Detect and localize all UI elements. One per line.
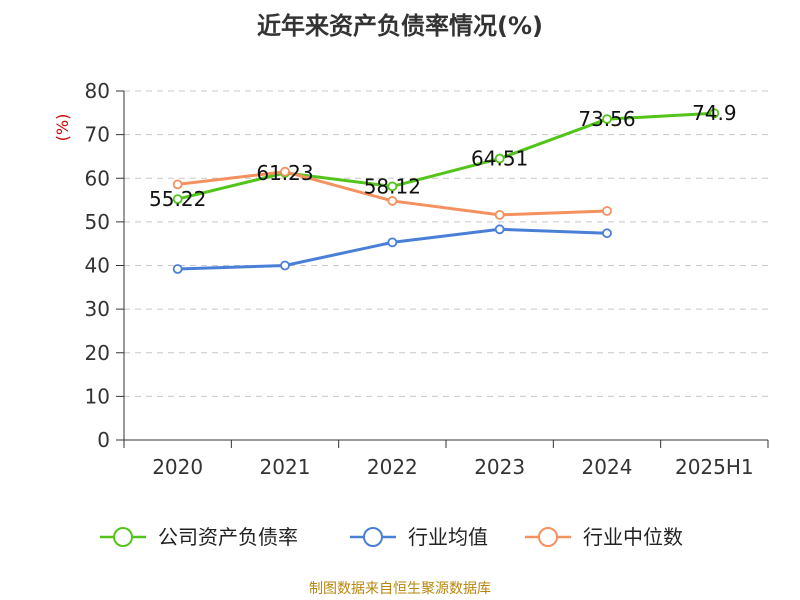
y-tick-label: 60: [85, 166, 110, 190]
y-tick-label: 0: [97, 428, 110, 452]
data-point: [602, 228, 612, 239]
data-point: [387, 181, 398, 192]
data-point: [494, 209, 505, 220]
data-point: [494, 224, 505, 235]
chart-title: 近年来资产负债率情况(%): [257, 12, 543, 40]
series-points: [172, 108, 720, 274]
data-label: 64.51: [471, 147, 528, 171]
y-tick-label: 10: [85, 384, 110, 408]
data-label: 73.56: [578, 107, 635, 131]
x-tick-label: 2020: [152, 455, 203, 479]
legend-label: 行业均值: [408, 525, 488, 549]
data-point: [172, 179, 183, 190]
x-tick-label: 2021: [260, 455, 311, 479]
series-lines: [177, 111, 715, 271]
legend-marker: [363, 527, 383, 547]
y-tick-label: 80: [85, 79, 110, 103]
source-footer: 制图数据来自恒生聚源数据库: [309, 581, 491, 597]
y-tick-label: 50: [85, 210, 110, 234]
data-label: 61.23: [256, 161, 313, 185]
data-labels: 55.22 61.23 58.12 64.51 73.56 74.9: [149, 101, 737, 211]
y-tick-label: 40: [85, 254, 110, 278]
legend-label: 公司资产负债率: [158, 525, 298, 549]
data-label: 55.22: [149, 187, 206, 211]
x-tick-label: 2025H1: [675, 455, 754, 479]
axes: 0 10 20 30 40 50 60 70 80 (%) 2020 2021 2022 2023 2024…: [53, 79, 769, 479]
grid-lines: [124, 90, 768, 397]
legend-marker: [113, 527, 133, 547]
data-point: [280, 166, 290, 177]
x-tick-label: 2022: [367, 455, 418, 479]
x-tick-label: 2023: [474, 455, 525, 479]
legend-label: 行业中位数: [583, 525, 683, 549]
data-point: [172, 264, 183, 274]
data-label: 74.9: [692, 101, 737, 125]
x-tick-label: 2024: [582, 455, 633, 479]
data-point: [709, 108, 720, 119]
data-point: [280, 260, 290, 271]
series-line: [177, 227, 608, 271]
y-tick-label: 30: [85, 297, 110, 321]
data-point: [602, 206, 612, 216]
data-point: [387, 196, 398, 206]
data-point: [172, 194, 183, 205]
series-line: [177, 111, 715, 201]
legend: 公司资产负债率 行业均值 行业中位数: [100, 525, 683, 549]
y-tick-label: 20: [85, 341, 110, 365]
data-point: [387, 237, 398, 248]
y-axis-label: (%): [53, 114, 72, 142]
y-tick-label: 70: [85, 123, 110, 147]
data-label: 58.12: [364, 174, 421, 198]
data-point: [602, 114, 612, 124]
legend-marker: [538, 527, 558, 547]
data-point: [494, 153, 505, 164]
